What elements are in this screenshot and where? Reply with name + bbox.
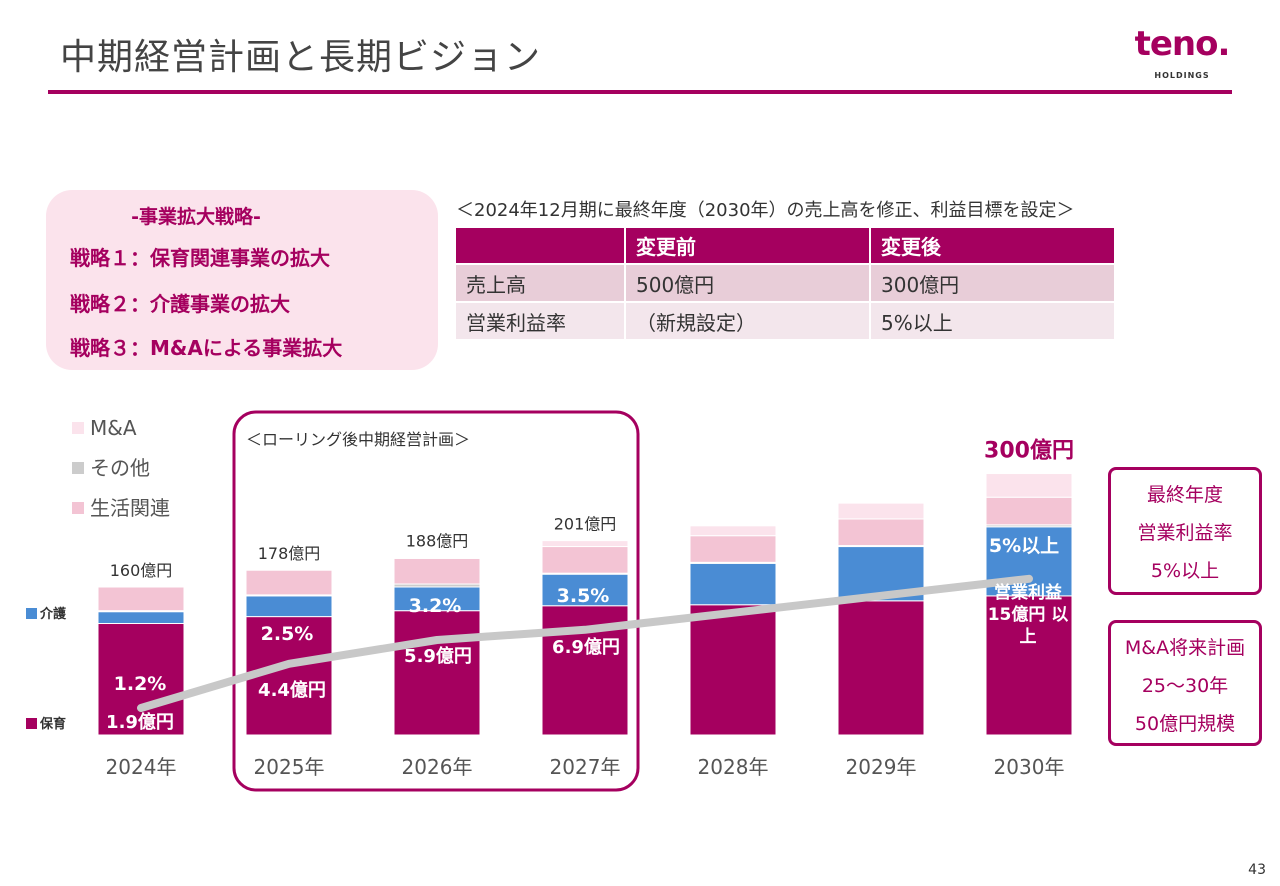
table-cell: 売上高 (456, 265, 626, 303)
margin-note-box: 最終年度 営業利益率 5%以上 (1108, 467, 1262, 595)
table-header-row: 変更前 変更後 (456, 228, 1116, 265)
margin-note-line: 営業利益率 (1137, 522, 1233, 544)
logo-wordmark: teno. (1134, 24, 1231, 64)
legend-swatch-M&A (72, 422, 84, 434)
bar-segment-介護 (245, 595, 333, 618)
page-title: 中期経営計画と長期ビジョン (60, 37, 542, 78)
bar-segment-生活関連 (97, 586, 185, 612)
bar-segment-M&A (985, 473, 1073, 498)
legend-swatch-介護 (26, 608, 37, 619)
bar-segment-M&A (393, 556, 481, 559)
table-cell: 300億円 (871, 265, 1116, 303)
page-number: 43 (1248, 862, 1266, 878)
company-logo: teno. HOLDINGS (1132, 24, 1232, 84)
bar-total-label: 188億円 (406, 531, 469, 550)
x-tick-label: 2027年 (550, 755, 621, 779)
strategy-item-3: 戦略３：M&Aによる事業拡大 (70, 336, 343, 360)
bar-segment-生活関連 (393, 557, 481, 585)
logo-subtitle: HOLDINGS (1154, 71, 1210, 80)
bar-total-label: 178億円 (258, 544, 321, 563)
margin-note-line: 5%以上 (1150, 560, 1220, 582)
strategy-panel: -事業拡大戦略- 戦略１：保育関連事業の拡大 戦略２：介護事業の拡大 戦略３：M… (46, 190, 438, 370)
x-tick-label: 2029年 (846, 755, 917, 779)
bar-segment-生活関連 (689, 535, 777, 563)
table-row: 営業利益率 （新規設定） 5%以上 (456, 303, 1116, 341)
table-cell: （新規設定） (626, 303, 871, 341)
strategy-item-1: 戦略１：保育関連事業の拡大 (70, 246, 330, 270)
legend-swatch-保育 (26, 718, 37, 729)
strategy-item-2: 戦略２：介護事業の拡大 (70, 292, 290, 316)
operating-margin-line (137, 574, 1033, 712)
legend-label: 保育 (39, 716, 66, 732)
table-cell: 5%以上 (871, 303, 1116, 341)
bar-segment-保育 (393, 610, 481, 736)
legend-label: M&A (90, 416, 137, 440)
table-caption: ＜2024年12月期に最終年度（2030年）の売上高を修正、利益目標を設定＞ (456, 200, 1075, 221)
x-tick-label: 2025年 (254, 755, 325, 779)
legend-label: 介護 (39, 606, 67, 622)
bar-segment-M&A (541, 540, 629, 548)
legend-label: 生活関連 (90, 496, 170, 520)
bar-total-label: 201億円 (554, 515, 617, 534)
bar-profit-label: 6.9億円 (552, 636, 620, 658)
bar-profit-label: 1.9億円 (106, 711, 174, 733)
table-header-cell (456, 228, 626, 265)
table-header-cell: 変更後 (871, 228, 1116, 265)
bar-segment-保育 (837, 600, 925, 736)
x-tick-label: 2028年 (698, 755, 769, 779)
title-divider (48, 90, 1232, 94)
table-cell: 営業利益率 (456, 303, 626, 341)
bar-profit-label: 4.4億円 (258, 679, 326, 701)
bar-segment-生活関連 (985, 496, 1073, 526)
bar-margin-label: 3.5% (557, 585, 610, 607)
revenue-stacked-bar-chart: ＜ローリング後中期経営計画＞ 2024年 160億円 2025年 178億円 2026年 1… (26, 410, 1074, 792)
table-header-cell: 変更前 (626, 228, 871, 265)
bar-margin-label: 2.5% (261, 623, 314, 645)
bar-segment-保育 (689, 604, 777, 736)
bar-segment-保育 (985, 595, 1073, 736)
rolling-plan-label: ＜ローリング後中期経営計画＞ (246, 430, 470, 449)
legend-swatch-生活関連 (72, 502, 84, 514)
bar-margin-label: 3.2% (409, 595, 462, 617)
ma-note-line: M&A将来計画 (1124, 637, 1246, 659)
bar-segment-介護 (689, 562, 777, 606)
table-cell: 500億円 (626, 265, 871, 303)
bar-margin-label: 5%以上 (989, 535, 1059, 557)
x-tick-label: 2024年 (106, 755, 177, 779)
ma-note-line: 50億円規模 (1134, 713, 1236, 735)
rolling-plan-frame (232, 410, 640, 792)
revision-table: 変更前 変更後 売上高 500億円 300億円 営業利益率 （新規設定） 5%以… (456, 228, 1116, 341)
x-tick-label: 2030年 (994, 755, 1065, 779)
margin-note-line: 最終年度 (1146, 484, 1223, 506)
bar-profit-label: 営業利益 15億円 以上 (988, 582, 1069, 647)
bar-segment-M&A (837, 502, 925, 520)
ma-plan-note-box: M&A将来計画 25〜30年 50億円規模 (1108, 620, 1262, 746)
bar-segment-介護 (97, 611, 185, 625)
bar-segment-生活関連 (245, 569, 333, 596)
bar-segment-生活関連 (541, 546, 629, 574)
table-row: 売上高 500億円 300億円 (456, 265, 1116, 303)
x-tick-label: 2026年 (402, 755, 473, 779)
bar-segment-生活関連 (837, 518, 925, 547)
bar-segment-M&A (689, 525, 777, 537)
legend-swatch-その他 (72, 462, 84, 474)
ma-note-line: 25〜30年 (1141, 675, 1229, 697)
bar-total-label: 300億円 (984, 438, 1074, 464)
strategy-heading: -事業拡大戦略- (131, 206, 261, 228)
bar-margin-label: 1.2% (114, 673, 167, 695)
bar-total-label: 160億円 (110, 561, 173, 580)
bar-profit-label: 5.9億円 (404, 645, 472, 667)
legend-label: その他 (90, 456, 150, 480)
